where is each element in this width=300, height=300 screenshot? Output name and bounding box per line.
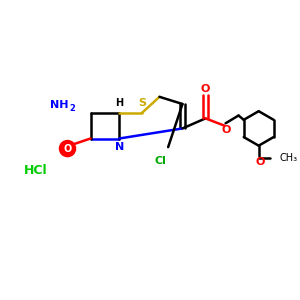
Text: O: O <box>255 157 265 167</box>
Text: S: S <box>138 98 146 108</box>
Text: 2: 2 <box>70 104 75 113</box>
Text: N: N <box>115 142 124 152</box>
Text: CH₃: CH₃ <box>279 153 298 163</box>
Circle shape <box>59 140 76 157</box>
Text: O: O <box>222 125 231 135</box>
Text: O: O <box>201 84 210 94</box>
Text: O: O <box>63 144 72 154</box>
Text: HCl: HCl <box>24 164 48 177</box>
Text: H: H <box>115 98 123 108</box>
Text: Cl: Cl <box>155 157 167 166</box>
Text: NH: NH <box>50 100 69 110</box>
